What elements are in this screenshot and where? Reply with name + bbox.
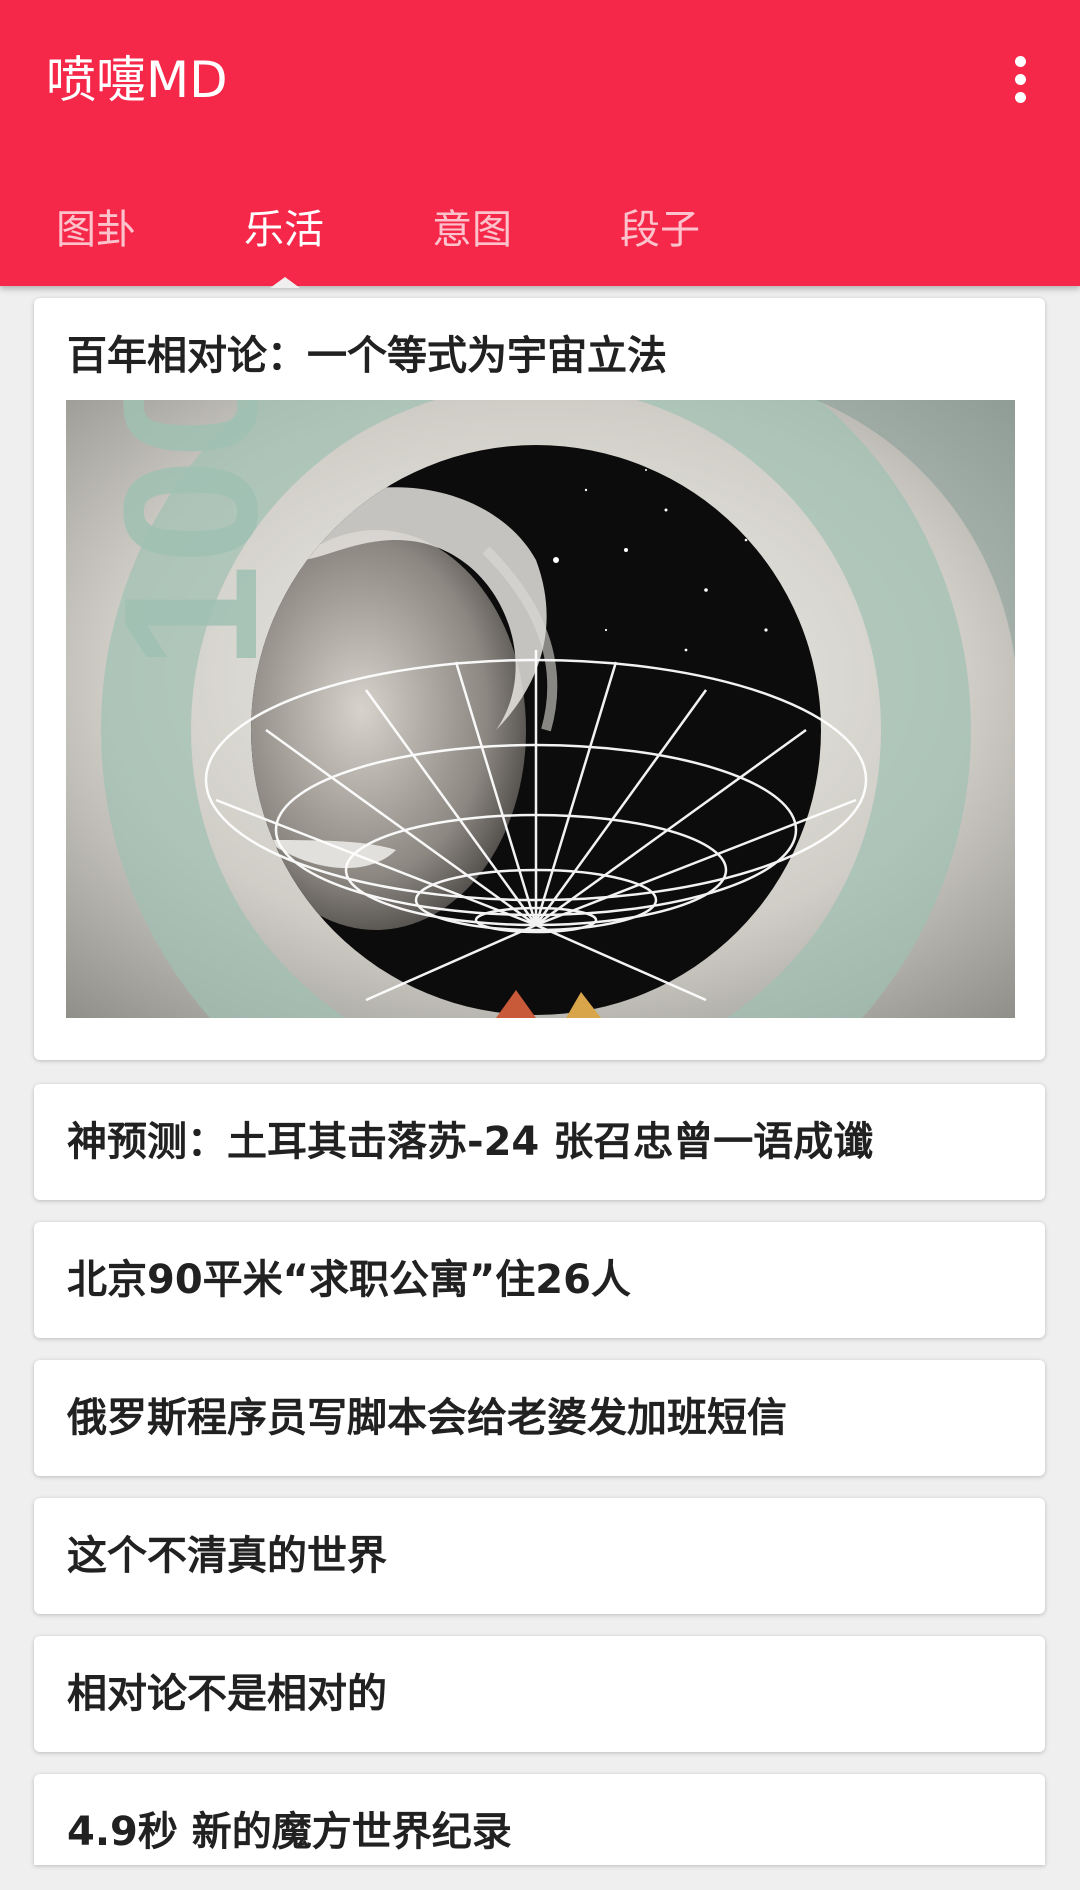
tab-yitu[interactable]: 意图 [432, 207, 512, 253]
article-card[interactable]: 这个不清真的世界 [34, 1498, 1045, 1614]
more-vert-icon[interactable] [992, 46, 1048, 112]
active-tab-indicator [270, 277, 300, 288]
article-title: 相对论不是相对的 [67, 1671, 387, 1717]
overflow-dot [1014, 55, 1026, 67]
overflow-dot [1014, 91, 1026, 103]
tab-duanzi[interactable]: 段子 [620, 207, 700, 253]
article-title: 4.9秒 新的魔方世界纪录 [67, 1809, 512, 1855]
einstein-spacetime-illustration: 100 [66, 400, 1015, 1018]
article-card-featured[interactable]: 百年相对论：一个等式为宇宙立法 [34, 298, 1045, 1060]
article-card[interactable]: 4.9秒 新的魔方世界纪录 [34, 1774, 1045, 1865]
tab-tugua[interactable]: 图卦 [56, 207, 136, 253]
article-image[interactable]: 100 [66, 400, 1015, 1018]
app-title: 喷嚏MD [46, 51, 228, 109]
tab-lehuo[interactable]: 乐活 [244, 207, 324, 253]
tab-bar: 图卦 乐活 意图 段子 [0, 186, 1080, 286]
article-card[interactable]: 北京90平米“求职公寓”住26人 [34, 1222, 1045, 1338]
article-title: 百年相对论：一个等式为宇宙立法 [67, 333, 667, 379]
app-bar: 喷嚏MD 图卦 乐活 意图 段子 [0, 0, 1080, 286]
article-title: 俄罗斯程序员写脚本会给老婆发加班短信 [67, 1395, 787, 1441]
article-card[interactable]: 相对论不是相对的 [34, 1636, 1045, 1752]
article-card[interactable]: 神预测：土耳其击落苏-24 张召忠曾一语成谶 [34, 1084, 1045, 1200]
article-card[interactable]: 俄罗斯程序员写脚本会给老婆发加班短信 [34, 1360, 1045, 1476]
article-title: 神预测：土耳其击落苏-24 张召忠曾一语成谶 [67, 1119, 874, 1165]
article-title: 北京90平米“求职公寓”住26人 [67, 1257, 631, 1303]
svg-text:100: 100 [85, 400, 297, 670]
overflow-dot [1014, 73, 1026, 85]
article-title: 这个不清真的世界 [67, 1533, 387, 1579]
